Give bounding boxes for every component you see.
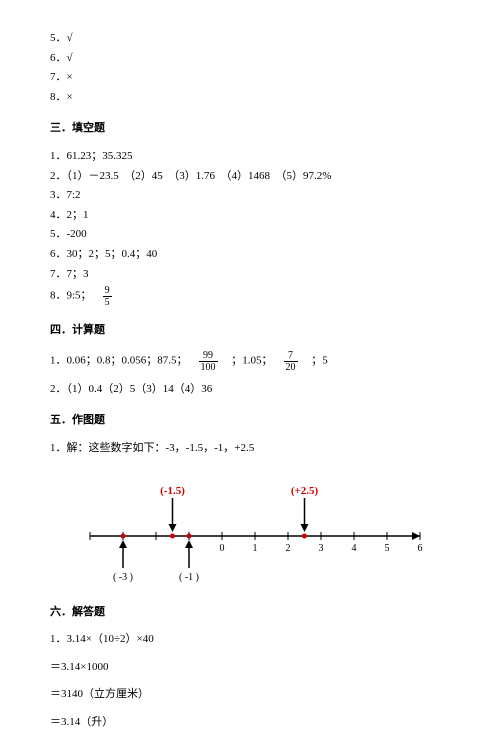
svg-text:3: 3 bbox=[319, 543, 324, 554]
calc-1-mid: ；1.05； bbox=[220, 354, 272, 366]
section-title-calc: 四．计算题 bbox=[50, 322, 450, 340]
top-answers: 5．√ 6．√ 7．× 8．× bbox=[50, 30, 450, 106]
fraction: 7 20 bbox=[284, 350, 298, 373]
tick-labels: 0 1 2 3 4 5 6 bbox=[220, 543, 423, 554]
frac-den: 5 bbox=[103, 297, 112, 308]
fill-item: 1．61.23；35.325 bbox=[50, 148, 450, 166]
fraction: 9 5 bbox=[103, 285, 112, 308]
solve-line: 1．3.14×（10÷2）×40 bbox=[50, 631, 450, 649]
calc-1-prefix: 1．0.06；0.8；0.056；87.5； bbox=[50, 354, 188, 366]
solve-lines: 1．3.14×（10÷2）×40 ＝3.14×1000 ＝3140（立方厘米） … bbox=[50, 631, 450, 731]
fill-item: 5．-200 bbox=[50, 226, 450, 244]
frac-den: 20 bbox=[284, 362, 298, 373]
fill-item: 4．2；1 bbox=[50, 207, 450, 225]
bottom-point-neg3: ( -3 ) bbox=[113, 533, 133, 583]
solve-line: ＝3.14×1000 bbox=[50, 659, 450, 677]
top-item: 5．√ bbox=[50, 30, 450, 48]
frac-den: 100 bbox=[199, 362, 218, 373]
svg-text:6: 6 bbox=[418, 543, 423, 554]
svg-text:1: 1 bbox=[253, 543, 258, 554]
svg-text:5: 5 bbox=[385, 543, 390, 554]
solve-line: ＝3.14（升） bbox=[50, 714, 450, 731]
calc-1-suffix: ；5 bbox=[300, 354, 328, 366]
svg-text:(+2.5): (+2.5) bbox=[291, 485, 319, 497]
section-title-fill-blank: 三．填空题 bbox=[50, 120, 450, 138]
fill-8-prefix: 8．9:5； bbox=[50, 290, 92, 302]
svg-text:2: 2 bbox=[286, 543, 291, 554]
svg-text:( -3 ): ( -3 ) bbox=[113, 572, 133, 583]
top-item: 8．× bbox=[50, 89, 450, 107]
number-line-svg: 0 1 2 3 4 5 6 (-1.5) (+2.5) ( -3 ) bbox=[70, 476, 430, 586]
frac-num: 9 bbox=[103, 285, 112, 297]
solve-line: ＝3140（立方厘米） bbox=[50, 686, 450, 704]
fraction: 99 100 bbox=[199, 350, 218, 373]
svg-text:(-1.5): (-1.5) bbox=[160, 485, 185, 497]
svg-text:0: 0 bbox=[220, 543, 225, 554]
calc-item-2: 2．（1）0.4（2）5（3）14（4）36 bbox=[50, 381, 450, 399]
fill-item: 6．30；2；5；0.4；40 bbox=[50, 246, 450, 264]
fill-item-8: 8．9:5； 9 5 bbox=[50, 285, 450, 308]
fill-item: 2．（1）－23.5 （2）45 （3）1.76 （4）1468 （5）97.2… bbox=[50, 168, 450, 186]
frac-num: 7 bbox=[284, 350, 298, 362]
draw-item-1: 1．解：这些数字如下：-3，-1.5，-1，+2.5 bbox=[50, 440, 450, 458]
top-point-pos2-5: (+2.5) bbox=[291, 485, 319, 539]
bottom-point-neg1: ( -1 ) bbox=[179, 533, 199, 583]
frac-num: 99 bbox=[199, 350, 218, 362]
section-title-solve: 六．解答题 bbox=[50, 604, 450, 622]
calc-item-1: 1．0.06；0.8；0.056；87.5； 99 100 ；1.05； 7 2… bbox=[50, 350, 450, 373]
fill-item: 7．7；3 bbox=[50, 266, 450, 284]
svg-text:( -1 ): ( -1 ) bbox=[179, 572, 199, 583]
svg-text:4: 4 bbox=[352, 543, 357, 554]
top-point-neg1-5: (-1.5) bbox=[160, 485, 185, 539]
fill-blank-items: 1．61.23；35.325 2．（1）－23.5 （2）45 （3）1.76 … bbox=[50, 148, 450, 308]
top-item: 6．√ bbox=[50, 50, 450, 68]
number-line-figure: 0 1 2 3 4 5 6 (-1.5) (+2.5) ( -3 ) bbox=[50, 476, 450, 586]
fill-item: 3．7:2 bbox=[50, 187, 450, 205]
arrowhead-icon bbox=[412, 532, 420, 540]
top-item: 7．× bbox=[50, 69, 450, 87]
section-title-draw: 五．作图题 bbox=[50, 412, 450, 430]
